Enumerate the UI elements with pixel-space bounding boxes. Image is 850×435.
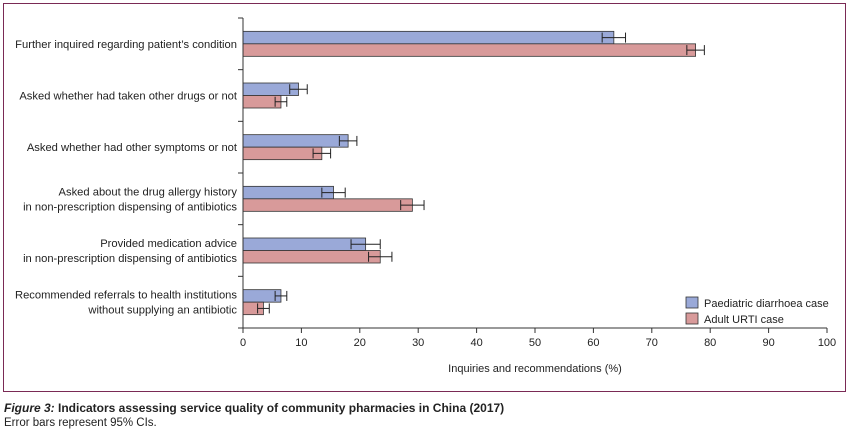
category-label: in non-prescription dispensing of antibi… [23, 253, 237, 265]
legend: Paediatric diarrhoea case Adult URTI case [685, 296, 829, 326]
bar-adult [242, 198, 413, 212]
bar-adult [242, 43, 697, 57]
bar-paediatric [242, 134, 349, 148]
x-tick-label: 20 [354, 337, 366, 349]
x-axis-title: Inquiries and recommendations (%) [448, 363, 622, 375]
legend-label: Paediatric diarrhoea case [704, 298, 829, 310]
error-bars [257, 32, 705, 314]
bar-adult [242, 146, 323, 161]
x-tick-label: 30 [412, 337, 424, 349]
category-label: Asked whether had other symptoms or not [27, 142, 238, 154]
x-tick-label: 60 [587, 337, 599, 349]
bar-paediatric [242, 30, 615, 45]
x-tick-label: 40 [470, 337, 482, 349]
x-tick-label: 90 [762, 337, 774, 349]
bars [242, 30, 697, 316]
x-tick-label: 10 [295, 337, 307, 349]
bar-paediatric [242, 185, 334, 200]
category-label: Provided medication advice [100, 238, 237, 250]
category-label: Recommended referrals to health institut… [15, 290, 237, 302]
x-tick-label: 0 [240, 337, 246, 349]
figure-caption: Figure 3: Indicators assessing service q… [4, 401, 504, 431]
figure-title: Indicators assessing service quality of … [54, 401, 505, 415]
bar-adult [242, 250, 381, 264]
bar-chart: Further inquired regarding patient’s con… [15, 17, 836, 375]
legend-swatch [685, 312, 699, 325]
legend-label: Adult URTI case [704, 314, 784, 326]
figure-note: Error bars represent 95% CIs. [4, 417, 157, 429]
category-label: Asked whether had taken other drugs or n… [19, 91, 238, 103]
category-labels: Further inquired regarding patient’s con… [15, 39, 238, 317]
axes [238, 17, 827, 329]
category-label: Further inquired regarding patient’s con… [15, 39, 237, 51]
category-label: without supplying an antibiotic [87, 305, 237, 317]
x-axis-ticks: 0 10 20 30 40 50 60 70 80 90 100 [240, 328, 836, 349]
x-tick-label: 100 [818, 337, 836, 349]
category-label: in non-prescription dispensing of antibi… [23, 201, 237, 213]
x-tick-label: 80 [704, 337, 716, 349]
category-label: Asked about the drug allergy history [59, 186, 238, 198]
legend-swatch [685, 296, 699, 309]
figure-label: Figure 3: [4, 401, 55, 415]
bar-paediatric [242, 237, 367, 251]
x-tick-label: 70 [646, 337, 658, 349]
x-tick-label: 50 [529, 337, 541, 349]
figure-frame [3, 3, 846, 392]
